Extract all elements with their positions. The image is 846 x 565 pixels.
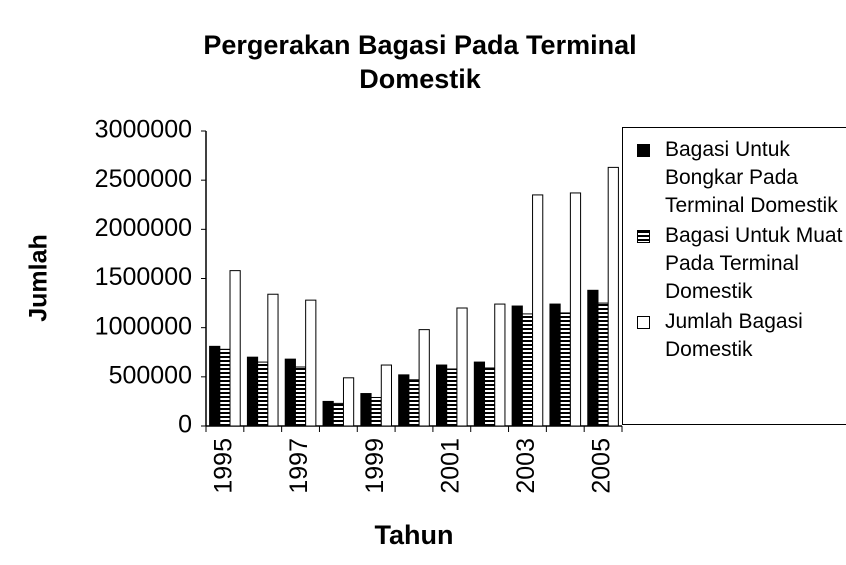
bar bbox=[267, 293, 279, 427]
y-tick-label: 0 bbox=[178, 411, 192, 439]
bar bbox=[494, 303, 506, 427]
y-axis-label: Jumlah bbox=[25, 234, 53, 322]
bar bbox=[322, 400, 334, 427]
bar bbox=[342, 377, 355, 427]
bar bbox=[549, 303, 561, 427]
bar bbox=[229, 270, 241, 427]
x-tick-label: 2001 bbox=[436, 438, 464, 494]
bar bbox=[360, 393, 372, 427]
legend-entry: Jumlah Bagasi Domestik bbox=[637, 308, 846, 364]
legend-label: Bagasi Untuk Bongkar Pada Terminal Domes… bbox=[665, 138, 838, 217]
y-tick-label: 500000 bbox=[109, 361, 192, 389]
bar bbox=[398, 374, 410, 427]
bar bbox=[257, 361, 269, 427]
bar bbox=[473, 361, 486, 427]
bar bbox=[446, 368, 458, 427]
x-tick-label: 2003 bbox=[512, 438, 540, 494]
bar bbox=[294, 366, 307, 427]
bar bbox=[456, 307, 468, 427]
bar bbox=[219, 348, 231, 427]
bar bbox=[246, 356, 259, 427]
bar bbox=[587, 289, 599, 427]
bar bbox=[209, 345, 221, 427]
bar bbox=[418, 329, 430, 427]
y-tick-label: 1000000 bbox=[95, 312, 192, 340]
y-tick-label: 2500000 bbox=[95, 165, 192, 193]
bar bbox=[332, 402, 344, 427]
bar bbox=[484, 367, 496, 427]
legend-entry: Bagasi Untuk Bongkar Pada Terminal Domes… bbox=[637, 136, 846, 220]
x-tick-label: 2005 bbox=[588, 438, 616, 494]
bar bbox=[559, 312, 571, 427]
x-axis-label: Tahun bbox=[375, 520, 454, 550]
legend-label: Bagasi Untuk Muat Pada Terminal Domestik bbox=[665, 224, 843, 303]
bar bbox=[436, 364, 448, 427]
y-tick-label: 2000000 bbox=[95, 214, 192, 242]
bar bbox=[380, 364, 392, 427]
legend-swatch bbox=[637, 144, 650, 157]
bar bbox=[511, 305, 523, 427]
bar bbox=[532, 194, 544, 427]
x-tick-label: 1997 bbox=[285, 438, 313, 494]
bar bbox=[597, 302, 609, 427]
legend-swatch bbox=[637, 230, 650, 243]
bar bbox=[305, 299, 317, 427]
legend-entry: Bagasi Untuk Muat Pada Terminal Domestik bbox=[637, 222, 846, 306]
x-tick-label: 1995 bbox=[210, 438, 238, 494]
bar bbox=[284, 358, 296, 427]
x-tick-label: 1999 bbox=[361, 438, 389, 494]
legend: Bagasi Untuk Bongkar Pada Terminal Domes… bbox=[622, 127, 846, 425]
bar bbox=[521, 313, 534, 427]
bar bbox=[607, 166, 619, 427]
chart-title: Pergerakan Bagasi Pada Terminal Domestik bbox=[203, 30, 637, 94]
y-tick-label: 1500000 bbox=[95, 263, 192, 291]
bar bbox=[370, 396, 382, 427]
bar bbox=[408, 379, 420, 427]
y-tick-label: 3000000 bbox=[95, 116, 192, 144]
legend-swatch bbox=[637, 316, 650, 329]
legend-label: Jumlah Bagasi Domestik bbox=[665, 310, 803, 361]
bar bbox=[569, 192, 582, 427]
